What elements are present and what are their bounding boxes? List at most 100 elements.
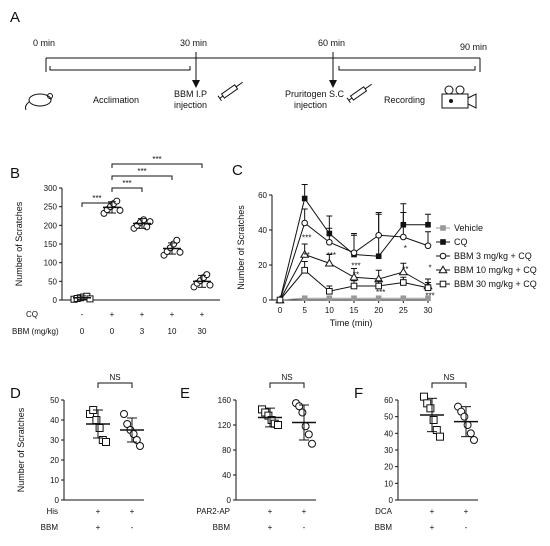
bbm-value: 0 <box>110 327 115 336</box>
timeline-label-60: 60 min <box>318 38 345 48</box>
data-point <box>326 295 333 302</box>
y-tick-label: 0 <box>55 496 60 505</box>
data-point <box>398 267 408 276</box>
bbm-value: - <box>131 523 134 532</box>
y-tick-label: 60 <box>384 396 393 405</box>
significance-bracket <box>269 382 305 388</box>
y-tick-label: 50 <box>48 277 57 286</box>
row-label-agent: DCA <box>375 507 393 516</box>
bbm-value: + <box>430 523 435 532</box>
data-point <box>400 233 407 241</box>
x-tick-label: 20 <box>374 306 383 315</box>
data-point <box>463 421 472 429</box>
bbm-value: + <box>96 523 101 532</box>
data-point <box>326 287 333 295</box>
bbm-value: 0 <box>80 327 85 336</box>
phase-bbm-line2: injection <box>174 100 207 110</box>
data-point <box>425 295 431 302</box>
phase-pruritogen-line2: injection <box>294 100 327 110</box>
x-tick-label: 5 <box>302 306 307 315</box>
y-tick-label: 100 <box>44 259 58 268</box>
y-axis-title: Number of Scratches <box>14 201 24 286</box>
significance-label: *** <box>122 179 131 188</box>
cq-value: + <box>140 310 145 319</box>
agent-value: + <box>96 507 101 516</box>
panel-label-f: F <box>354 385 363 402</box>
bbm-value: + <box>268 523 273 532</box>
chart-e: 0 40 80 120 160 + + + - PAR2-AP BBM NS <box>196 373 316 532</box>
arrow-head <box>329 80 337 88</box>
panel-label-b: B <box>10 165 20 182</box>
cq-value: + <box>170 310 175 319</box>
y-tick-label: 0 <box>53 296 58 305</box>
significance-bracket <box>97 382 133 388</box>
y-tick-label: 40 <box>384 429 393 438</box>
data-point <box>203 271 211 279</box>
y-tick-label: 10 <box>384 479 393 488</box>
bbm-value: - <box>303 523 306 532</box>
legend-label: BBM 10 mg/kg + CQ <box>454 265 537 275</box>
row-label-bbm: BBM <box>375 523 393 532</box>
agent-value: + <box>302 507 307 516</box>
significance-label: NS <box>281 373 292 382</box>
data-point <box>304 430 313 439</box>
agent-value: + <box>464 507 469 516</box>
legend-label: BBM 30 mg/kg + CQ <box>454 279 537 289</box>
data-point <box>120 410 128 418</box>
row-label-bbm: BBM <box>213 523 231 532</box>
significance-label: *** <box>302 234 311 243</box>
data-point <box>274 421 282 429</box>
y-tick-label: 40 <box>222 471 231 480</box>
y-tick-label: 80 <box>222 446 231 455</box>
data-point <box>95 424 104 432</box>
x-tick-label: 30 <box>424 306 433 315</box>
panel-label-e: E <box>180 385 190 402</box>
data-point <box>351 295 357 302</box>
legend-marker <box>440 225 446 231</box>
data-point <box>173 236 181 244</box>
y-tick-label: 40 <box>258 226 267 235</box>
data-point <box>420 392 428 401</box>
timeline-label-0: 0 min <box>33 38 55 48</box>
y-tick-label: 20 <box>384 463 393 472</box>
syringe-icon <box>346 83 372 104</box>
bbm-value: - <box>465 523 468 532</box>
y-tick-label: 30 <box>50 436 59 445</box>
data-point <box>301 266 308 274</box>
agent-value: + <box>430 507 435 516</box>
y-tick-label: 20 <box>258 261 267 270</box>
data-point <box>92 416 101 424</box>
significance-bracket <box>111 175 173 180</box>
row-label-agent: His <box>46 507 58 516</box>
data-point <box>113 197 121 205</box>
mouse-icon <box>24 93 53 111</box>
legend-marker <box>438 265 448 274</box>
legend-label: BBM 3 mg/kg + CQ <box>454 251 532 261</box>
data-point <box>301 195 308 202</box>
bbm-value: 3 <box>140 327 145 336</box>
data-point <box>350 249 358 257</box>
data-point <box>326 238 333 246</box>
syringe-icon <box>217 81 243 102</box>
data-point <box>116 206 124 214</box>
phase-acclimation: Acclimation <box>93 95 139 105</box>
y-tick-label: 160 <box>218 396 232 405</box>
data-point <box>425 221 431 228</box>
data-point <box>460 412 469 421</box>
cq-value: - <box>81 310 84 319</box>
x-tick-label: 0 <box>278 306 283 315</box>
row-label-bbm: BBM (mg/kg) <box>12 327 59 336</box>
y-tick-label: 40 <box>50 416 59 425</box>
bbm-value: 30 <box>198 327 207 336</box>
data-point <box>301 422 310 431</box>
data-point <box>400 279 407 286</box>
significance-label: ** <box>304 251 310 260</box>
row-label-cq: CQ <box>26 310 38 319</box>
y-tick-label: 0 <box>263 296 268 305</box>
significance-bracket <box>431 382 467 388</box>
y-axis-title: Number of Scratches <box>236 205 246 290</box>
agent-value: + <box>268 507 273 516</box>
data-point <box>350 282 358 290</box>
significance-label: ** <box>402 265 408 274</box>
